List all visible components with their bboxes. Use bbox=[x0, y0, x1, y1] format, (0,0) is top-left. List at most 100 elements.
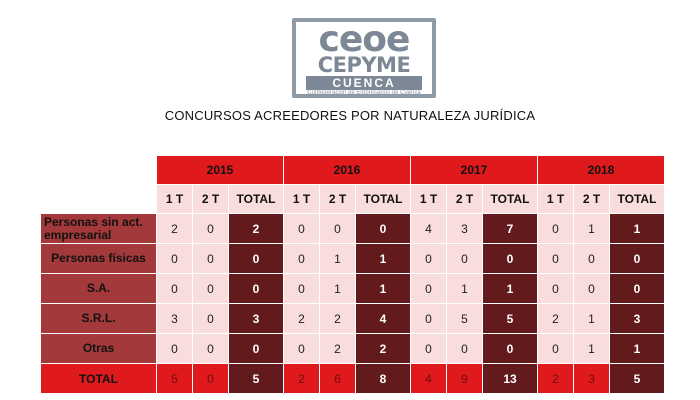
table-cell: 2 bbox=[319, 303, 356, 334]
table-cell: 0 bbox=[283, 333, 320, 364]
table-cell: 1 bbox=[319, 243, 356, 274]
table-cell: 0 bbox=[573, 273, 610, 304]
quarter-header: 1 T bbox=[156, 184, 193, 214]
table-cell: 0 bbox=[192, 213, 229, 244]
year-header: 2015 bbox=[156, 155, 284, 185]
table-cell: 0 bbox=[537, 273, 574, 304]
total-cell: 0 bbox=[192, 363, 229, 394]
table-cell: 0 bbox=[446, 333, 483, 364]
total-row-label: TOTAL bbox=[40, 363, 157, 394]
total-cell: 5 bbox=[156, 363, 193, 394]
table-cell: 1 bbox=[446, 273, 483, 304]
table-cell-total: 7 bbox=[482, 213, 538, 244]
quarter-header: 1 T bbox=[537, 184, 574, 214]
table-cell-total: 2 bbox=[228, 213, 284, 244]
table-cell-total: 1 bbox=[609, 333, 665, 364]
table-cell: 0 bbox=[446, 243, 483, 274]
table-cell: 0 bbox=[283, 213, 320, 244]
quarter-header-total: TOTAL bbox=[355, 184, 411, 214]
table-cell: 0 bbox=[410, 243, 447, 274]
table-row: S.A. 0 0 0 0 1 1 0 1 1 0 0 0 bbox=[40, 273, 665, 304]
table-cell: 1 bbox=[573, 333, 610, 364]
row-label: S.R.L. bbox=[40, 303, 157, 334]
total-cell: 6 bbox=[319, 363, 356, 394]
table-cell-total: 0 bbox=[228, 333, 284, 364]
row-label: Personas sin act. empresarial bbox=[40, 213, 157, 244]
table-row: Personas físicas 0 0 0 0 1 1 0 0 0 0 0 0 bbox=[40, 243, 665, 274]
table-cell: 3 bbox=[446, 213, 483, 244]
total-cell: 4 bbox=[410, 363, 447, 394]
table-cell: 2 bbox=[283, 303, 320, 334]
table-cell: 2 bbox=[319, 333, 356, 364]
table-cell: 1 bbox=[573, 303, 610, 334]
table-cell-total: 1 bbox=[482, 273, 538, 304]
table-cell: 0 bbox=[283, 243, 320, 274]
year-header-row: 2015 2016 2017 2018 bbox=[40, 155, 665, 185]
logo-tagline: Confederación de Empresarios de Cuenca bbox=[307, 90, 421, 96]
year-header: 2018 bbox=[537, 155, 665, 185]
table-cell-total: 1 bbox=[355, 243, 411, 274]
table-cell: 0 bbox=[192, 303, 229, 334]
logo-line-cuenca: CUENCA bbox=[306, 76, 422, 90]
total-cell: 2 bbox=[283, 363, 320, 394]
quarter-header: 2 T bbox=[446, 184, 483, 214]
quarter-header-total: TOTAL bbox=[228, 184, 284, 214]
table-cell-total: 2 bbox=[355, 333, 411, 364]
table-cell-total: 3 bbox=[609, 303, 665, 334]
table-cell: 2 bbox=[537, 303, 574, 334]
corner-blank bbox=[40, 155, 157, 185]
table-cell: 0 bbox=[410, 273, 447, 304]
grand-total-cell: 13 bbox=[482, 363, 538, 394]
table-cell-total: 0 bbox=[482, 243, 538, 274]
quarter-header-total: TOTAL bbox=[482, 184, 538, 214]
total-cell: 9 bbox=[446, 363, 483, 394]
table-cell: 2 bbox=[156, 213, 193, 244]
page-title: CONCURSOS ACREEDORES POR NATURALEZA JURÍ… bbox=[164, 108, 536, 123]
table-cell-total: 4 bbox=[355, 303, 411, 334]
quarter-header: 1 T bbox=[283, 184, 320, 214]
table-cell: 0 bbox=[319, 213, 356, 244]
row-label: S.A. bbox=[40, 273, 157, 304]
quarter-header-row: 1 T 2 T TOTAL 1 T 2 T TOTAL 1 T 2 T TOTA… bbox=[40, 184, 665, 214]
table-cell: 1 bbox=[319, 273, 356, 304]
table-cell: 0 bbox=[410, 333, 447, 364]
table-cell: 0 bbox=[192, 243, 229, 274]
table-cell: 0 bbox=[410, 303, 447, 334]
ceoe-cepyme-logo: ceoe CEPYME CUENCA Confederación de Empr… bbox=[292, 18, 436, 98]
table-cell-total: 0 bbox=[228, 273, 284, 304]
table-cell: 4 bbox=[410, 213, 447, 244]
table-cell: 0 bbox=[156, 243, 193, 274]
table-cell-total: 0 bbox=[609, 273, 665, 304]
table-row: Otras 0 0 0 0 2 2 0 0 0 0 1 1 bbox=[40, 333, 665, 364]
table-cell: 0 bbox=[537, 243, 574, 274]
table-cell-total: 0 bbox=[228, 243, 284, 274]
table-cell: 0 bbox=[537, 333, 574, 364]
table-cell: 0 bbox=[537, 213, 574, 244]
corner-blank bbox=[40, 184, 157, 214]
grand-total-cell: 5 bbox=[228, 363, 284, 394]
table-cell: 5 bbox=[446, 303, 483, 334]
total-cell: 2 bbox=[537, 363, 574, 394]
row-label: Otras bbox=[40, 333, 157, 364]
row-label: Personas físicas bbox=[40, 243, 157, 274]
table-cell-total: 0 bbox=[482, 333, 538, 364]
table-cell-total: 1 bbox=[609, 213, 665, 244]
quarter-header-total: TOTAL bbox=[609, 184, 665, 214]
year-header: 2016 bbox=[283, 155, 411, 185]
table-cell-total: 1 bbox=[355, 273, 411, 304]
table-cell-total: 5 bbox=[482, 303, 538, 334]
table-cell: 1 bbox=[573, 213, 610, 244]
quarter-header: 1 T bbox=[410, 184, 447, 214]
table-cell: 0 bbox=[192, 273, 229, 304]
table-cell: 0 bbox=[156, 273, 193, 304]
table-row: Personas sin act. empresarial 2 0 2 0 0 … bbox=[40, 213, 665, 244]
quarter-header: 2 T bbox=[319, 184, 356, 214]
bankruptcy-table: 2015 2016 2017 2018 1 T 2 T TOTAL 1 T 2 … bbox=[40, 155, 665, 394]
logo-line-ceoe: ceoe bbox=[318, 19, 411, 60]
table-cell: 0 bbox=[156, 333, 193, 364]
table-cell-total: 0 bbox=[355, 213, 411, 244]
total-cell: 3 bbox=[573, 363, 610, 394]
year-header: 2017 bbox=[410, 155, 538, 185]
grand-total-cell: 5 bbox=[609, 363, 665, 394]
logo-line-cepyme: CEPYME bbox=[317, 53, 411, 77]
